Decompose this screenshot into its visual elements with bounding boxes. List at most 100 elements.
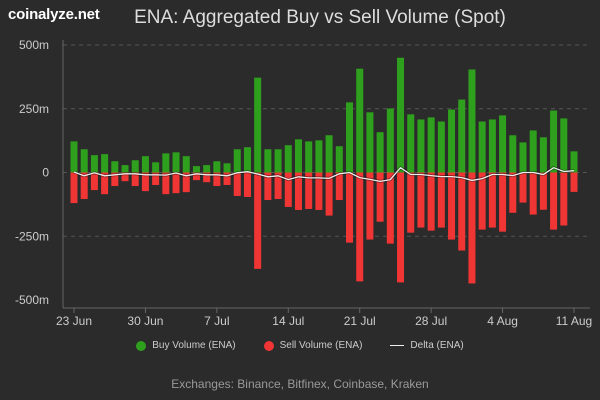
buy-bar — [111, 161, 119, 173]
coinalyze-logo[interactable]: coinalyze.net — [8, 6, 100, 23]
buy-bar — [274, 149, 282, 173]
sell-bar — [162, 172, 170, 195]
legend-sell[interactable]: Sell Volume (ENA) — [263, 340, 363, 351]
sell-bar — [172, 172, 180, 194]
buy-bar — [499, 115, 507, 173]
buy-bar — [294, 139, 302, 173]
buy-bar — [70, 141, 78, 173]
sell-bar — [325, 172, 333, 216]
delta-line-icon — [390, 344, 405, 347]
legend: Buy Volume (ENA) Sell Volume (ENA) Delta… — [0, 340, 600, 351]
buy-bar — [223, 163, 231, 173]
buy-bar — [529, 130, 537, 173]
sell-bar — [570, 172, 578, 192]
y-tick-label: 0 — [42, 166, 49, 180]
buy-bar — [203, 165, 211, 173]
sell-bar — [264, 172, 272, 201]
sell-bar — [448, 172, 456, 240]
buy-bar — [131, 160, 139, 173]
sell-bar — [550, 172, 558, 230]
sell-bar — [223, 172, 231, 185]
sell-bar — [243, 172, 251, 197]
x-tick-label: 4 Aug — [487, 314, 518, 328]
buy-bar — [101, 154, 109, 173]
buy-bar — [335, 146, 343, 173]
sell-bar — [376, 172, 384, 222]
sell-bar — [407, 172, 415, 233]
x-tick-label: 21 Jul — [344, 314, 376, 328]
sell-bar — [397, 172, 405, 283]
buy-bar — [325, 135, 333, 173]
sell-bar — [70, 172, 78, 204]
buy-bar — [458, 99, 466, 173]
sell-bar — [152, 172, 160, 185]
sell-bar — [315, 172, 323, 210]
buy-bar — [121, 165, 129, 173]
y-tick-label: -500m — [15, 293, 49, 307]
buy-bar — [550, 110, 558, 173]
buy-bar — [305, 141, 313, 173]
sell-bar — [386, 172, 394, 244]
buy-bar — [346, 102, 354, 173]
buy-bar — [315, 140, 323, 173]
y-tick-label: 250m — [19, 102, 49, 116]
buy-bar — [152, 162, 160, 173]
buy-bar — [182, 156, 190, 173]
sell-bar — [488, 172, 496, 228]
buy-bar — [488, 119, 496, 173]
buy-bar — [386, 108, 394, 173]
legend-delta[interactable]: Delta (ENA) — [390, 340, 464, 351]
chart-title: ENA: Aggregated Buy vs Sell Volume (Spot… — [134, 7, 506, 28]
sell-bar — [427, 172, 435, 231]
buy-bar — [560, 118, 568, 173]
sell-bar — [233, 172, 241, 196]
sell-bar — [80, 172, 88, 200]
sell-bar — [499, 172, 507, 232]
buy-bar — [162, 153, 170, 173]
legend-delta-label: Delta (ENA) — [410, 340, 464, 351]
sell-bar — [468, 172, 476, 284]
sell-bar — [519, 172, 527, 203]
sell-bar — [539, 172, 547, 210]
delta-line — [73, 166, 575, 183]
sell-bar — [284, 172, 292, 207]
sell-bar — [417, 172, 425, 228]
sell-bar — [335, 172, 343, 201]
sell-bar — [213, 172, 221, 187]
buy-bar — [468, 69, 476, 173]
x-tick-label: 23 Jun — [56, 314, 92, 328]
legend-sell-label: Sell Volume (ENA) — [279, 340, 363, 351]
buy-bar — [80, 149, 88, 173]
x-tick-label: 7 Jul — [204, 314, 229, 328]
x-tick-label: 14 Jul — [272, 314, 304, 328]
x-tick-label: 30 Jun — [127, 314, 163, 328]
buy-bar — [437, 121, 445, 173]
buy-bar — [509, 135, 517, 173]
sell-bar — [305, 172, 313, 209]
buy-bar — [172, 152, 180, 173]
sell-bar — [141, 172, 149, 192]
buy-bar — [90, 155, 98, 173]
legend-buy[interactable]: Buy Volume (ENA) — [136, 340, 236, 351]
sell-bar — [203, 172, 211, 183]
sell-bar — [274, 172, 282, 200]
sell-bar — [366, 172, 374, 240]
sell-bar — [529, 172, 537, 215]
y-tick-label: 500m — [19, 38, 49, 52]
buy-bar — [397, 57, 405, 173]
sell-bar — [509, 172, 517, 213]
sell-bar — [254, 172, 262, 269]
sell-bar — [90, 172, 98, 191]
sell-bar — [101, 172, 109, 195]
buy-bar — [254, 77, 262, 173]
sell-bar — [111, 172, 119, 187]
buy-bar — [539, 137, 547, 173]
sell-bar — [294, 172, 302, 210]
sell-bar — [182, 172, 190, 193]
buy-bar — [356, 68, 364, 173]
exchanges-footnote: Exchanges: Binance, Bitfinex, Coinbase, … — [171, 377, 429, 391]
buy-bar — [570, 151, 578, 173]
y-tick-label: -250m — [15, 229, 49, 243]
buy-bar — [427, 117, 435, 173]
